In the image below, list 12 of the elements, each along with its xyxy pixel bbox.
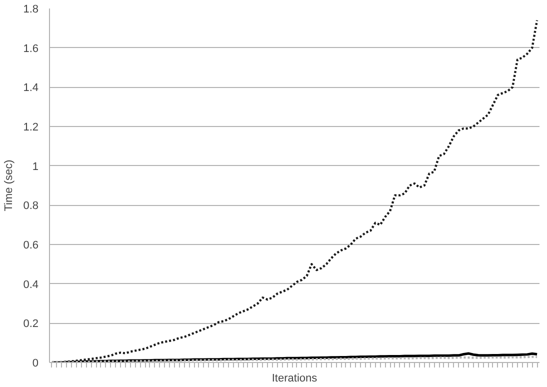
y-tick-label: 0.2 — [23, 318, 39, 330]
x-axis-title: Iterations — [272, 372, 318, 384]
y-tick-label: 1.4 — [23, 82, 39, 94]
y-tick-label: 1.2 — [23, 122, 39, 134]
y-tick-label: 1.6 — [23, 42, 39, 55]
y-tick-label: 0.8 — [23, 200, 39, 212]
y-axis-title: Time (sec) — [3, 160, 16, 212]
y-tick-label: 1.8 — [23, 4, 39, 16]
y-tick-label: 0.4 — [23, 278, 39, 291]
y-tick-label: 0 — [32, 358, 39, 370]
y-tick-label: 0.6 — [23, 240, 39, 252]
y-tick-label: 1 — [32, 160, 39, 173]
